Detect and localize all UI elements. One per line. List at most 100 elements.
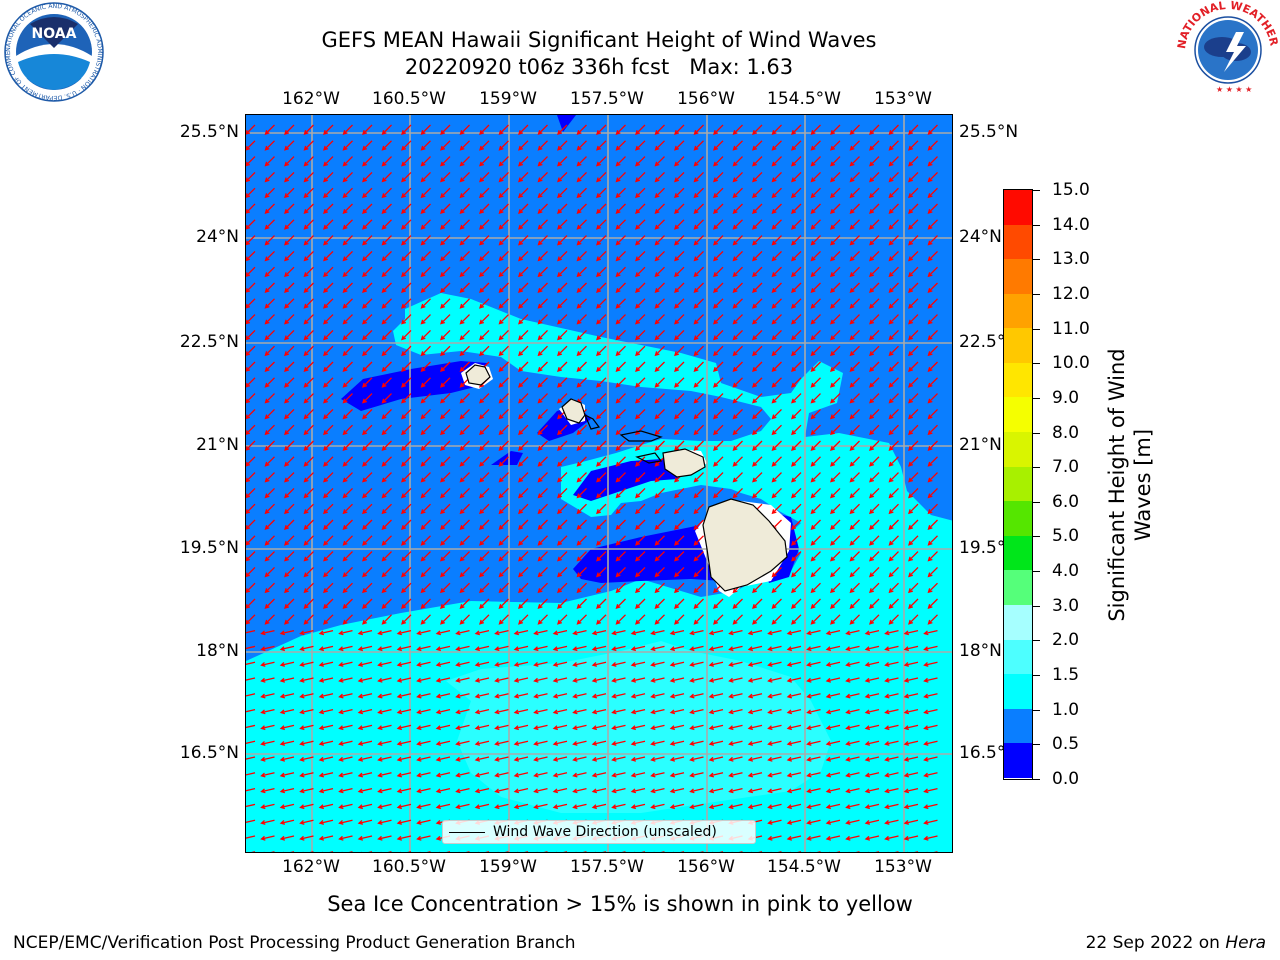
wind-wave-arrow	[713, 203, 724, 214]
wind-wave-arrow	[806, 645, 821, 652]
wind-wave-arrow	[537, 156, 548, 167]
wind-wave-arrow	[923, 645, 938, 652]
wind-wave-arrow	[342, 598, 353, 609]
colorbar-segment	[1004, 639, 1032, 675]
wind-wave-arrow	[849, 266, 860, 278]
wind-wave-arrow	[284, 440, 295, 451]
wind-wave-arrow	[825, 724, 841, 731]
wind-wave-arrow	[674, 377, 685, 388]
wind-wave-arrow	[791, 250, 802, 262]
wind-wave-arrow	[264, 124, 275, 135]
wind-wave-arrow	[357, 724, 373, 731]
wind-wave-arrow	[284, 487, 295, 499]
wind-wave-arrow	[615, 329, 626, 341]
wind-wave-arrow	[246, 740, 256, 745]
wind-wave-arrow	[342, 503, 353, 515]
wind-wave-arrow	[903, 645, 919, 652]
wind-wave-arrow	[420, 424, 431, 436]
wind-wave-arrow	[246, 393, 256, 404]
wind-wave-arrow	[498, 424, 509, 436]
wind-wave-arrow	[869, 187, 880, 199]
wind-wave-arrow	[849, 472, 860, 483]
wind-wave-arrow	[752, 298, 763, 309]
wind-wave-arrow	[576, 298, 587, 309]
wind-wave-arrow	[513, 645, 529, 652]
wind-wave-arrow	[693, 345, 704, 357]
wind-wave-arrow	[908, 377, 919, 388]
wind-wave-arrow	[713, 171, 724, 183]
wind-wave-arrow	[791, 171, 802, 183]
wind-wave-arrow	[923, 677, 938, 683]
wind-wave-arrow	[771, 171, 782, 183]
wind-wave-arrow	[557, 329, 568, 341]
wind-wave-arrow	[884, 724, 899, 731]
wind-wave-arrow	[479, 203, 490, 214]
wind-wave-arrow	[401, 203, 412, 214]
wind-wave-arrow	[849, 203, 860, 214]
wind-wave-arrow	[576, 250, 587, 262]
wind-wave-arrow	[401, 472, 412, 483]
wind-wave-arrow	[246, 345, 256, 356]
wind-wave-arrow	[303, 566, 314, 578]
wind-wave-arrow	[362, 503, 373, 515]
wind-wave-arrow	[377, 629, 392, 636]
wind-wave-arrow	[498, 235, 509, 246]
wind-wave-arrow	[533, 803, 548, 810]
wind-wave-arrow	[830, 472, 841, 483]
wind-wave-arrow	[908, 219, 919, 230]
wind-wave-arrow	[381, 456, 392, 467]
wind-wave-arrow	[420, 329, 431, 341]
lee-patch-maui	[573, 459, 689, 501]
wind-wave-arrow	[908, 598, 919, 609]
wind-wave-arrow	[825, 693, 841, 699]
wind-wave-arrow	[362, 235, 373, 246]
colorbar-tick-label: 5.0	[1052, 526, 1080, 547]
colorbar-tick-label: 6.0	[1052, 491, 1080, 512]
wind-wave-arrow	[576, 124, 587, 135]
wind-wave-arrow	[323, 503, 334, 515]
wind-wave-arrow	[849, 377, 860, 388]
wind-wave-arrow	[401, 124, 412, 135]
wind-wave-arrow	[786, 819, 802, 825]
wind-wave-arrow	[264, 235, 275, 246]
wind-wave-arrow	[869, 472, 880, 483]
wind-wave-arrow	[479, 598, 490, 609]
wind-wave-arrow	[362, 551, 373, 562]
wind-wave-arrow	[318, 819, 334, 825]
wind-wave-arrow	[630, 693, 646, 699]
wind-wave-arrow	[771, 124, 782, 135]
wind-wave-arrow	[654, 187, 665, 199]
wind-wave-arrow	[806, 677, 821, 683]
wind-wave-arrow	[771, 566, 782, 578]
wind-wave-arrow	[435, 708, 451, 715]
wind-wave-arrow	[303, 377, 314, 388]
wind-wave-arrow	[884, 693, 899, 699]
wind-wave-arrow	[557, 124, 568, 135]
wind-wave-arrow	[342, 551, 353, 562]
wind-wave-arrow	[864, 740, 880, 746]
wind-wave-arrow	[596, 440, 607, 451]
wind-wave-arrow	[596, 124, 607, 135]
wind-wave-arrow	[615, 487, 626, 499]
wind-wave-arrow	[572, 756, 587, 762]
wind-wave-arrow	[806, 724, 821, 731]
wind-wave-arrow	[396, 756, 412, 762]
wind-wave-arrow	[630, 740, 646, 746]
wind-wave-arrow	[810, 503, 821, 515]
wind-wave-arrow	[888, 314, 899, 325]
wind-wave-arrow	[420, 456, 431, 467]
wind-wave-arrow	[338, 661, 353, 667]
wind-wave-arrow	[786, 693, 802, 699]
wind-wave-arrow	[849, 582, 860, 594]
wind-wave-arrow	[264, 345, 275, 357]
wind-wave-arrow	[927, 219, 938, 230]
wind-wave-arrow	[654, 250, 665, 262]
wind-wave-arrow	[669, 740, 685, 746]
wind-wave-arrow	[654, 171, 665, 183]
wind-wave-arrow	[557, 566, 568, 578]
wind-wave-arrow	[498, 361, 509, 372]
wind-wave-arrow	[264, 282, 275, 293]
wind-wave-arrow	[362, 424, 373, 436]
colorbar-tick-label: 1.0	[1052, 699, 1080, 720]
wind-wave-arrow	[693, 361, 704, 372]
